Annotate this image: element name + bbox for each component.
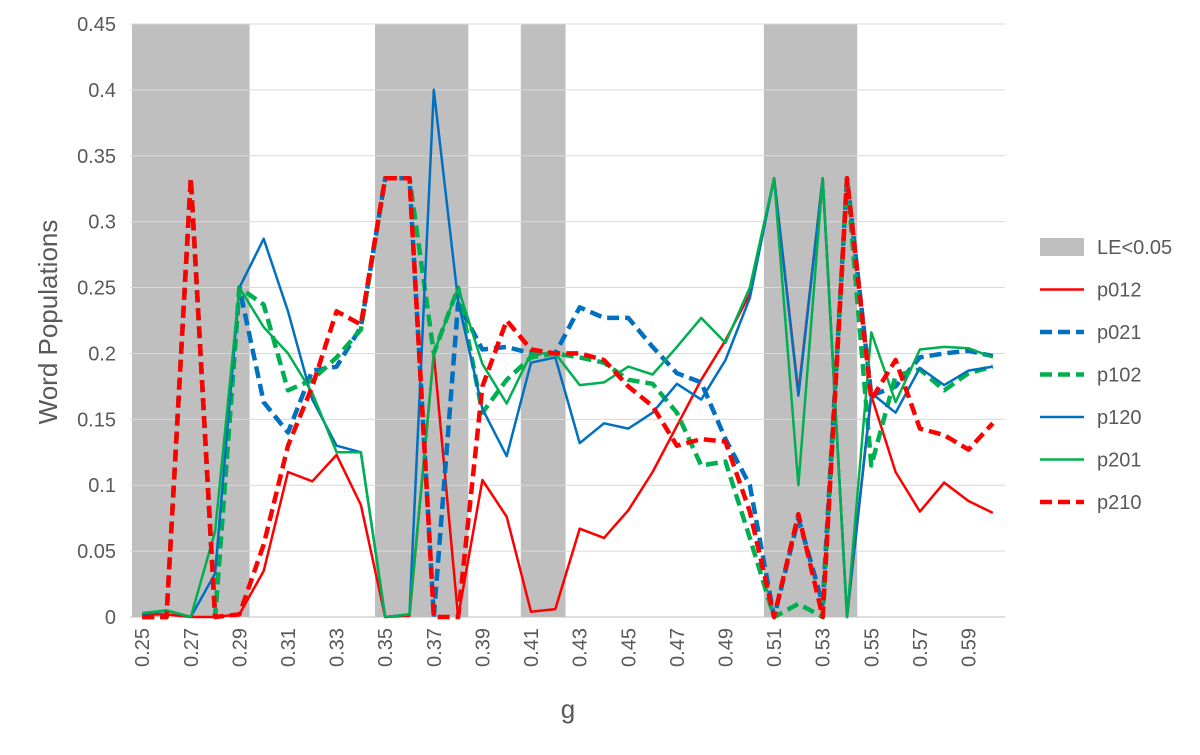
legend-label: p201	[1097, 450, 1142, 472]
legend: LE<0.05 p012 p021 p102 p120 p201 p210	[1040, 237, 1172, 514]
series-line-p201	[142, 176, 994, 619]
x-tick-label: 0.53	[813, 628, 835, 667]
y-tick-label: 0.05	[77, 541, 116, 563]
shaded-region-2	[520, 24, 566, 617]
series-line-p210	[142, 175, 995, 620]
x-tick-label: 0.45	[618, 628, 640, 667]
y-tick-labels: 0 0.05 0.1 0.15 0.2 0.25 0.3 0.35 0.4 0.45	[77, 14, 116, 629]
x-axis-title: g	[561, 694, 575, 724]
y-tick-label: 0.15	[77, 409, 116, 431]
shaded-region-0	[131, 24, 250, 617]
legend-label: p021	[1097, 322, 1142, 344]
y-tick-label: 0.45	[77, 14, 116, 36]
x-tick-label: 0.31	[278, 628, 300, 667]
y-tick-label: 0.35	[77, 146, 116, 168]
gridlines	[130, 23, 1005, 618]
x-tick-label: 0.27	[181, 628, 203, 667]
x-tick-label: 0.35	[375, 628, 397, 667]
x-tick-label: 0.41	[521, 628, 543, 667]
x-tick-label: 0.43	[570, 628, 592, 667]
legend-label: p012	[1097, 280, 1142, 302]
x-tick-label: 0.57	[910, 628, 932, 667]
x-tick-labels: 0.25 0.27 0.29 0.31 0.33 0.35 0.37 0.39 0.41 0.43…	[132, 628, 980, 667]
x-tick-label: 0.29	[229, 628, 251, 667]
x-tick-label: 0.39	[472, 628, 494, 667]
y-axis-title: Word Populations	[33, 220, 63, 425]
x-tick-label: 0.49	[715, 628, 737, 667]
y-tick-label: 0.2	[88, 343, 116, 365]
legend-label: p210	[1097, 492, 1142, 514]
y-tick-label: 0.25	[77, 278, 116, 300]
y-tick-label: 0.3	[88, 212, 116, 234]
x-tick-label: 0.37	[424, 628, 446, 667]
x-tick-label: 0.55	[861, 628, 883, 667]
y-tick-label: 0.1	[88, 475, 116, 497]
legend-label: LE<0.05	[1097, 237, 1172, 259]
shaded-region-1	[375, 24, 469, 617]
x-tick-label: 0.25	[132, 628, 154, 667]
x-tick-label: 0.47	[667, 628, 689, 667]
legend-label: p120	[1097, 407, 1142, 429]
y-tick-label: 0	[105, 607, 116, 629]
x-tick-label: 0.51	[764, 628, 786, 667]
x-tick-label: 0.33	[327, 628, 349, 667]
legend-swatch-shaded	[1040, 238, 1084, 256]
x-tick-label: 0.59	[959, 628, 981, 667]
legend-label: p102	[1097, 365, 1142, 387]
series-lines	[141, 88, 995, 620]
shaded-regions	[131, 24, 858, 617]
y-tick-label: 0.4	[88, 80, 116, 102]
